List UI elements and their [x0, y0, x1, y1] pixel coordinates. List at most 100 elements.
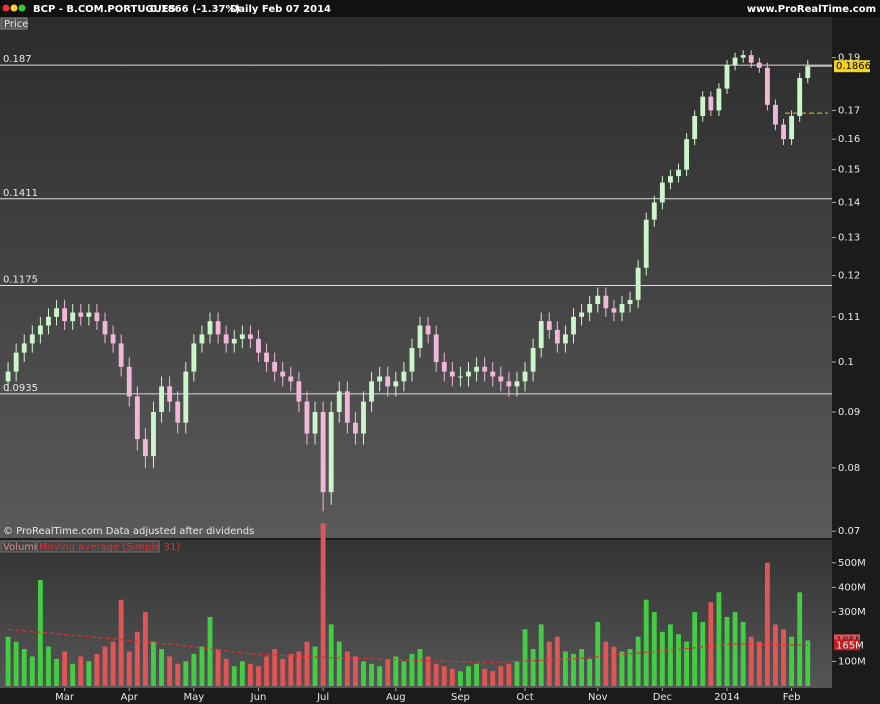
volume-bar — [207, 617, 213, 686]
candle-body — [724, 65, 730, 89]
candle-body — [191, 343, 197, 372]
volume-bar — [280, 658, 286, 686]
volume-bar — [538, 624, 544, 686]
volume-bar — [417, 649, 423, 686]
candle-body — [643, 219, 649, 268]
candle-body — [546, 321, 552, 330]
candle-body — [603, 295, 609, 309]
candle-body — [684, 139, 690, 170]
candle-body — [352, 422, 358, 434]
volume-bar — [78, 656, 84, 686]
volume-bar — [797, 592, 803, 686]
volume-bar — [312, 646, 318, 686]
volume-bar — [773, 624, 778, 686]
candle-body — [530, 348, 536, 372]
candle-body — [538, 321, 544, 349]
candle-body — [409, 348, 415, 372]
last-price-label: 0.1866 — [836, 61, 871, 72]
volume-bar — [700, 621, 706, 686]
volume-bar — [320, 523, 326, 686]
volume-bar — [21, 649, 27, 686]
y-tick-label: 0.13 — [838, 233, 860, 244]
volume-bar — [393, 656, 399, 686]
candle-body — [336, 391, 342, 412]
level-label: 0.1411 — [3, 188, 38, 199]
candle-body — [312, 411, 318, 434]
volume-bar — [571, 653, 576, 686]
quote: 0.1866 (-1.37%) — [150, 4, 240, 15]
candle-body — [199, 334, 205, 344]
volume-bar — [611, 646, 617, 686]
volume-bar — [13, 641, 19, 686]
volume-bar — [684, 641, 690, 686]
volume-bar — [134, 631, 140, 686]
volume-bar — [603, 641, 609, 686]
volume-bar — [191, 653, 197, 686]
candle-body — [659, 182, 665, 203]
y-tick-label: 0.11 — [838, 312, 860, 323]
candle-body — [700, 96, 706, 116]
candle-body — [361, 401, 366, 434]
volume-bar — [530, 649, 536, 686]
candle-body — [740, 55, 746, 58]
x-tick-label: Oct — [516, 692, 533, 703]
candle-body — [756, 62, 762, 68]
y-tick-label: 0.09 — [838, 407, 860, 418]
candle-body — [344, 391, 350, 423]
candle-body — [296, 381, 302, 402]
volume-bar — [716, 592, 722, 686]
candle-body — [183, 371, 189, 423]
volume-bar — [272, 649, 278, 686]
candle-body — [708, 96, 714, 111]
candle-body — [466, 371, 471, 377]
ma-last-box — [834, 639, 860, 651]
moving-average — [8, 628, 808, 664]
candle-body — [151, 411, 156, 457]
candle-body — [167, 386, 173, 402]
footnote: © ProRealTime.com Data adjusted after di… — [3, 526, 254, 537]
volume-bar — [789, 636, 795, 686]
x-axis-pane — [0, 688, 880, 704]
candle-body — [482, 366, 488, 372]
candle-body — [651, 202, 657, 220]
x-tick-label: Jul — [316, 692, 329, 703]
volume-bar — [692, 612, 698, 686]
volume-bar — [231, 666, 237, 686]
level-label: 0.187 — [3, 54, 32, 65]
candle-body — [579, 312, 585, 317]
volume-bar — [352, 656, 358, 686]
site: www.ProRealTime.com — [747, 4, 876, 15]
candle-body — [21, 343, 27, 353]
candle-body — [676, 169, 681, 177]
volume-bar — [336, 641, 342, 686]
candle-body — [239, 334, 245, 339]
legend-box — [0, 540, 36, 553]
candle-body — [401, 371, 407, 382]
volume-bar — [183, 661, 189, 686]
candle-body — [102, 321, 108, 335]
candle-body — [29, 334, 35, 344]
volume-bar — [328, 624, 334, 686]
candle-body — [231, 338, 237, 344]
legend-box — [36, 540, 160, 553]
y-tick-label: 300M — [838, 607, 866, 618]
candle-body — [789, 115, 795, 140]
candle-body — [490, 371, 496, 377]
candle-body — [393, 381, 399, 387]
candle-body — [571, 316, 576, 335]
volume-bar — [482, 668, 488, 686]
candle-body — [595, 295, 601, 305]
volume-bar — [29, 656, 35, 686]
volume-bar — [223, 658, 229, 686]
volume-bar — [37, 580, 43, 686]
candle-body — [619, 304, 625, 313]
volume-bar — [546, 641, 552, 686]
volume-bar — [5, 636, 11, 686]
candle-body — [264, 352, 269, 363]
volume-bar — [651, 612, 657, 686]
y-tick-label: 0.17 — [838, 105, 860, 116]
candle-body — [781, 124, 786, 140]
candle-body — [70, 312, 76, 322]
volume-bar — [102, 646, 108, 686]
candle-body — [635, 267, 641, 300]
